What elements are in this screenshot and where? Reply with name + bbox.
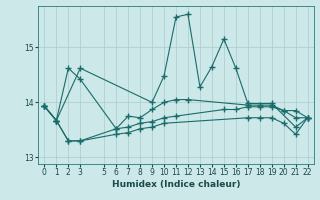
X-axis label: Humidex (Indice chaleur): Humidex (Indice chaleur) [112, 180, 240, 189]
